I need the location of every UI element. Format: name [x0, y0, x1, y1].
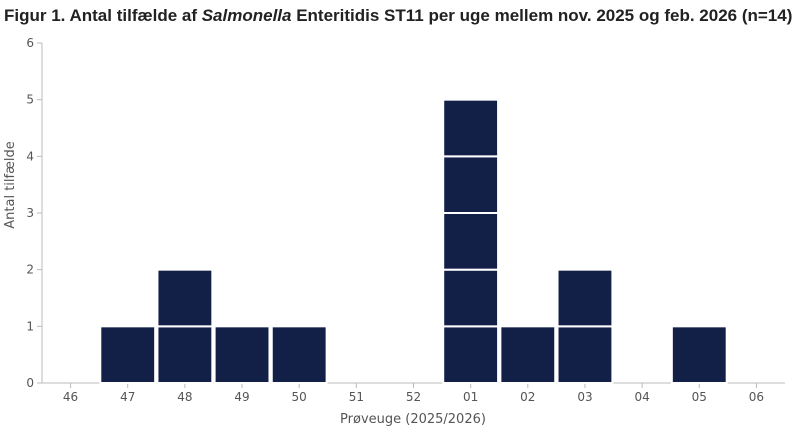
bar-week-05	[670, 325, 728, 385]
chart-title: Figur 1. Antal tilfælde af Salmonella En…	[4, 6, 796, 26]
y-tick-label: 2	[26, 263, 34, 277]
bar-week-02	[499, 325, 557, 385]
x-tick-label: 50	[292, 390, 307, 404]
bar-case-block	[442, 212, 500, 271]
bars	[99, 98, 728, 385]
bar-week-50	[270, 325, 328, 385]
x-tick-label: 51	[349, 390, 364, 404]
bar-case-block	[499, 325, 557, 385]
y-tick-label: 1	[26, 319, 34, 333]
x-tick-label: 04	[634, 390, 649, 404]
bar-case-block	[99, 325, 157, 385]
bar-week-03	[556, 268, 614, 385]
bar-case-block	[442, 98, 500, 158]
bar-case-block	[442, 325, 500, 385]
y-axis: 0 1 2 3 4 5 6	[26, 36, 43, 390]
x-axis-title: Prøveuge (2025/2026)	[340, 412, 486, 427]
x-tick-label: 52	[406, 390, 421, 404]
bar-case-block	[556, 325, 614, 385]
bar-week-49	[213, 325, 271, 385]
bar-case-block	[213, 325, 271, 385]
bar-case-block	[156, 325, 214, 385]
x-tick-label: 06	[749, 390, 764, 404]
x-tick-label: 49	[234, 390, 249, 404]
bar-week-47	[99, 325, 157, 385]
chart-title-suffix: Enteritidis ST11 per uge mellem nov. 202…	[291, 6, 793, 25]
bar-case-block	[442, 155, 500, 214]
bar-case-block	[670, 325, 728, 385]
y-axis-title: Antal tilfælde	[3, 141, 18, 228]
x-tick-label: 02	[520, 390, 535, 404]
x-tick-label: 01	[463, 390, 478, 404]
x-tick-label: 05	[692, 390, 707, 404]
y-tick-label: 6	[26, 36, 34, 50]
bar-case-block	[442, 268, 500, 328]
bar-case-block	[270, 325, 328, 385]
bar-week-01	[442, 98, 500, 385]
bar-case-block	[156, 268, 214, 328]
bar-case-block	[556, 268, 614, 328]
bar-week-48	[156, 268, 214, 385]
chart-title-prefix: Figur 1. Antal tilfælde af	[4, 6, 202, 25]
x-axis: 46 47 48 49 50 51 52 01 02 03 04 05 06	[42, 382, 785, 404]
x-tick-label: 03	[577, 390, 592, 404]
x-tick-label: 47	[120, 390, 135, 404]
chart-title-italic: Salmonella	[201, 6, 292, 25]
y-tick-label: 3	[26, 206, 34, 220]
y-tick-label: 0	[26, 376, 34, 390]
x-tick-label: 48	[177, 390, 192, 404]
y-tick-label: 5	[26, 93, 34, 107]
y-tick-label: 4	[26, 149, 34, 163]
x-tick-label: 46	[63, 390, 78, 404]
